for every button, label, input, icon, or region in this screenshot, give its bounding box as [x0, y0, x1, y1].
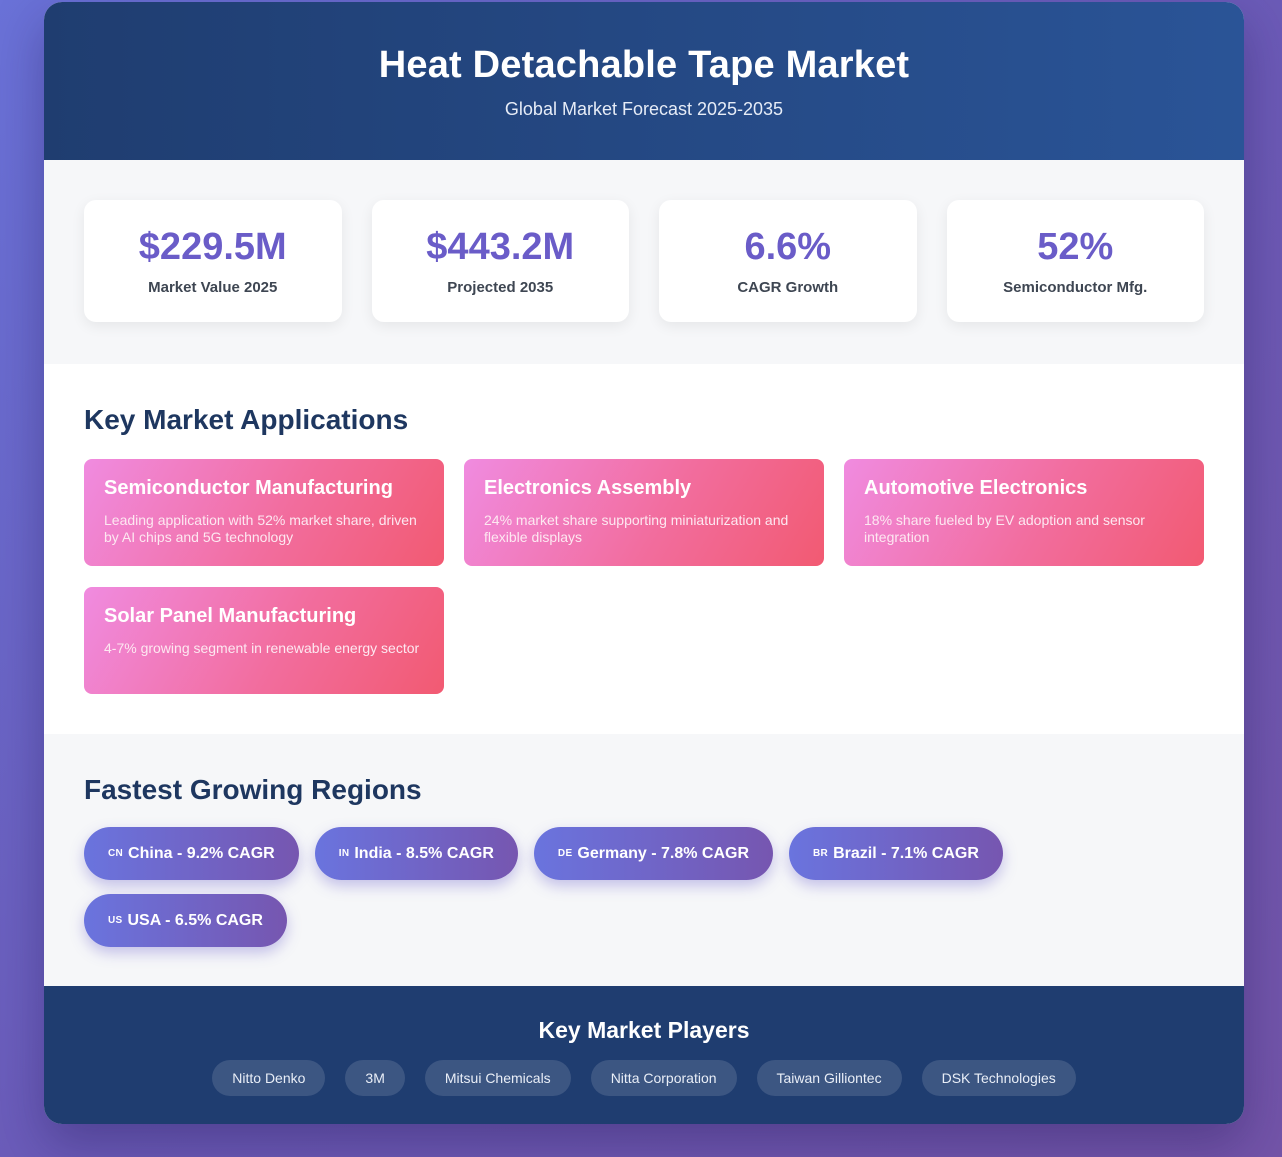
players-list: Nitto Denko 3M Mitsui Chemicals Nitta Co… — [44, 1060, 1244, 1096]
stat-card-cagr: 6.6% CAGR Growth — [659, 200, 917, 322]
region-pills: CN China - 9.2% CAGR IN India - 8.5% CAG… — [84, 827, 1204, 947]
application-title: Solar Panel Manufacturing — [104, 605, 357, 627]
players-footer: Key Market Players Nitto Denko 3M Mitsui… — [44, 986, 1244, 1124]
stats-section: $229.5M Market Value 2025 $443.2M Projec… — [44, 160, 1244, 364]
application-card-semiconductor: Semiconductor Manufacturing Leading appl… — [84, 459, 444, 566]
stat-value: $229.5M — [138, 226, 287, 268]
header: Heat Detachable Tape Market Global Marke… — [44, 2, 1244, 160]
application-title: Electronics Assembly — [484, 477, 692, 499]
stat-card-projected: $443.2M Projected 2035 — [371, 200, 629, 322]
flag-icon-in: IN — [338, 848, 350, 859]
player-chip: Mitsui Chemicals — [424, 1060, 571, 1096]
page-subtitle: Global Market Forecast 2025-2035 — [504, 99, 784, 119]
stat-value: $443.2M — [426, 226, 575, 268]
region-label: USA - 6.5% CAGR — [127, 911, 263, 929]
flag-icon-br: BR — [813, 848, 829, 859]
region-label: Brazil - 7.1% CAGR — [833, 844, 979, 862]
regions-heading: Fastest Growing Regions — [84, 774, 422, 805]
region-label: Germany - 7.8% CAGR — [577, 844, 750, 862]
flag-icon-cn: CN — [108, 848, 124, 859]
stat-value: 52% — [1037, 226, 1114, 268]
region-label: China - 9.2% CAGR — [128, 844, 275, 862]
player-chip: Nitto Denko — [212, 1060, 326, 1096]
application-description: 24% market share supporting miniaturizat… — [484, 512, 789, 545]
applications-section: Key Market Applications Semiconductor Ma… — [44, 364, 1244, 734]
player-chip: 3M — [345, 1060, 405, 1096]
application-description: 18% share fueled by EV adoption and sens… — [864, 512, 1145, 545]
region-label: India - 8.5% CAGR — [354, 844, 494, 862]
stat-label: Projected 2035 — [447, 279, 554, 296]
region-pill-germany: DE Germany - 7.8% CAGR — [533, 827, 774, 880]
application-description: Leading application with 52% market shar… — [104, 512, 417, 545]
stat-label: Semiconductor Mfg. — [1003, 279, 1148, 296]
regions-section: Fastest Growing Regions CN China - 9.2% … — [44, 734, 1244, 986]
region-pill-brazil: BR Brazil - 7.1% CAGR — [789, 827, 1003, 880]
flag-icon-us: US — [108, 915, 123, 926]
application-card-electronics: Electronics Assembly 24% market share su… — [464, 459, 824, 566]
application-card-automotive: Automotive Electronics 18% share fueled … — [844, 459, 1204, 566]
players-heading: Key Market Players — [538, 1017, 750, 1043]
stat-card-market-value: $229.5M Market Value 2025 — [84, 200, 342, 322]
report-card: Heat Detachable Tape Market Global Marke… — [44, 2, 1244, 1124]
stat-label: Market Value 2025 — [148, 279, 278, 296]
stat-label: CAGR Growth — [737, 279, 839, 296]
player-chip: Taiwan Gilliontec — [756, 1060, 902, 1096]
region-pill-usa: US USA - 6.5% CAGR — [84, 894, 287, 947]
application-description: 4-7% growing segment in renewable energy… — [104, 640, 420, 656]
applications-grid: Semiconductor Manufacturing Leading appl… — [84, 459, 1204, 694]
player-chip: DSK Technologies — [921, 1060, 1076, 1096]
region-pill-india: IN India - 8.5% CAGR — [314, 827, 518, 880]
flag-icon-de: DE — [557, 848, 573, 859]
region-pill-china: CN China - 9.2% CAGR — [84, 827, 299, 880]
application-card-solar: Solar Panel Manufacturing 4-7% growing s… — [84, 587, 444, 694]
stat-value: 6.6% — [744, 226, 832, 268]
applications-heading: Key Market Applications — [84, 404, 409, 435]
player-chip: Nitta Corporation — [590, 1060, 737, 1096]
stat-card-semiconductor: 52% Semiconductor Mfg. — [946, 200, 1204, 322]
application-title: Semiconductor Manufacturing — [104, 477, 393, 499]
application-title: Automotive Electronics — [864, 477, 1088, 499]
page-title: Heat Detachable Tape Market — [378, 44, 910, 86]
